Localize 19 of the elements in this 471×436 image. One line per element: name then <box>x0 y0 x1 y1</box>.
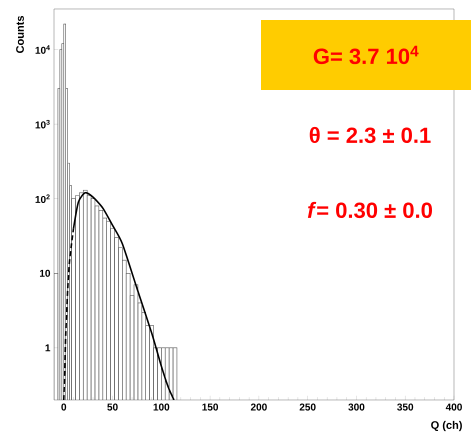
x-tick-label: 350 <box>397 404 414 411</box>
y-tick-label: 10$^{4}$ <box>36 45 50 54</box>
x-tick-label: 0 <box>61 404 66 411</box>
y-tick-label: 10$^{2}$ <box>36 194 50 204</box>
x-tick-label: 200 <box>250 404 267 411</box>
x-axis-title: Q (ch) <box>431 420 462 432</box>
y-axis-title: Counts <box>16 16 24 53</box>
annotation: f= 0.30 ± 0.0 <box>308 202 432 218</box>
x-tick-label: 100 <box>154 404 170 411</box>
x-tick-label: 50 <box>107 404 118 411</box>
x-tick-label: 250 <box>300 404 316 411</box>
annotation: θ = 2.3 ± 0.1 <box>310 126 431 144</box>
x-tick-label: 400 <box>446 404 462 411</box>
y-tick-label: 1 <box>46 344 50 352</box>
x-tick-label: 300 <box>348 404 364 411</box>
y-tick-label: 10 <box>40 270 50 277</box>
annotation: G= 3.7 10$^{4}$ <box>314 46 419 64</box>
y-tick-label: 10$^{3}$ <box>36 120 50 128</box>
x-tick-label: 150 <box>202 404 218 411</box>
